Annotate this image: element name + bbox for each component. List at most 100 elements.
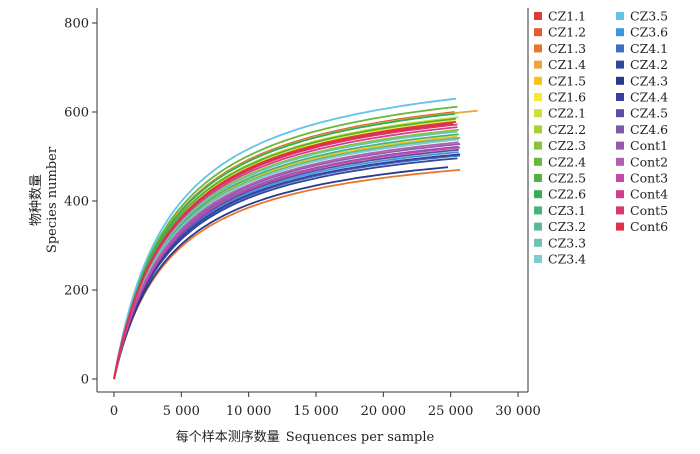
legend-item: CZ1.4 — [534, 57, 586, 72]
legend-swatch — [616, 190, 624, 199]
series-line-cz4-2 — [113, 157, 458, 380]
legend-swatch — [534, 60, 542, 69]
legend-swatch — [534, 141, 542, 150]
legend-item: CZ1.6 — [534, 90, 586, 105]
legend-swatch — [534, 12, 542, 20]
legend-item: CZ1.5 — [534, 73, 586, 88]
legend-label: CZ1.2 — [548, 25, 586, 40]
y-axis-title: 物种数量 Species number — [29, 146, 60, 253]
legend-label: Cont4 — [630, 187, 668, 202]
legend-item: CZ4.2 — [616, 57, 668, 72]
legend-swatch — [534, 76, 542, 85]
series-line-cz3-2 — [113, 136, 461, 380]
legend-item: CZ3.3 — [534, 235, 586, 250]
legend-swatch — [534, 28, 542, 37]
legend-swatch — [616, 174, 624, 182]
ticks-layer: 0 5 000 10 000 15 000 20 000 25 000 30 000 0 200… — [64, 17, 541, 420]
legend-label: CZ3.4 — [548, 252, 586, 267]
legend-label: CZ3.2 — [548, 219, 586, 234]
y-tick-label: 400 — [64, 195, 89, 210]
x-tick-label: 25 000 — [428, 404, 474, 419]
legend-item: CZ4.6 — [616, 122, 668, 137]
legend-label: CZ3.6 — [630, 25, 668, 40]
legend-item: CZ1.3 — [534, 41, 586, 56]
legend-swatch — [534, 255, 542, 263]
legend-item: Cont2 — [616, 154, 668, 169]
legend-swatch — [616, 28, 624, 37]
legend-label: CZ1.1 — [548, 9, 586, 24]
legend-label: CZ4.5 — [630, 106, 668, 121]
legend-label: CZ3.1 — [548, 203, 586, 218]
legend-label: CZ2.5 — [548, 171, 586, 186]
x-axis-title-en: Sequences per sample — [286, 430, 435, 445]
legend-swatch — [616, 222, 624, 231]
legend-label: CZ1.4 — [548, 57, 586, 72]
legend-label: CZ4.6 — [630, 122, 668, 137]
series-line-cz1-3 — [113, 168, 461, 380]
legend-label: CZ1.3 — [548, 41, 586, 56]
legend-swatch — [616, 206, 624, 215]
legend-label: CZ1.6 — [548, 90, 586, 105]
legend-label: CZ4.4 — [630, 90, 668, 105]
y-tick-label: 0 — [81, 373, 89, 388]
legend-swatch — [534, 222, 542, 231]
legend-item: CZ3.6 — [616, 25, 668, 40]
legend-item: CZ4.1 — [616, 41, 668, 56]
legend-swatch — [534, 44, 542, 53]
legend-label: Cont2 — [630, 154, 668, 169]
legend-item: Cont3 — [616, 171, 668, 186]
legend-item: CZ2.5 — [534, 171, 586, 186]
legend-item: CZ2.4 — [534, 154, 586, 169]
legend-item: CZ3.2 — [534, 219, 586, 234]
legend-item: CZ2.2 — [534, 122, 586, 137]
legend-item: Cont6 — [616, 219, 668, 234]
y-axis-title-en: Species number — [45, 146, 60, 253]
legend-label: CZ3.5 — [630, 9, 668, 24]
legend-label: CZ1.5 — [548, 73, 586, 88]
axes-layer — [96, 8, 529, 393]
x-tick-label: 5 000 — [163, 404, 200, 419]
series-line-cz4-4 — [113, 153, 461, 380]
legend-swatch — [534, 206, 542, 215]
legend-swatch — [616, 157, 624, 166]
legend-swatch — [616, 12, 624, 20]
y-tick-label: 600 — [64, 106, 89, 121]
legend-label: CZ3.3 — [548, 235, 586, 250]
series-line-cont6 — [113, 122, 454, 380]
y-tick-label: 800 — [64, 17, 89, 32]
x-axis-title-cn: 每个样本测序数量 — [176, 429, 280, 445]
legend-label: CZ2.3 — [548, 138, 586, 153]
legend-item: CZ4.4 — [616, 90, 668, 105]
legend-label: CZ4.1 — [630, 41, 668, 56]
legend-swatch — [534, 174, 542, 182]
legend-item: CZ4.3 — [616, 73, 668, 88]
legend-item: CZ1.2 — [534, 25, 586, 40]
legend-swatch — [534, 157, 542, 166]
legend-label: CZ2.6 — [548, 187, 586, 202]
legend-label: CZ4.3 — [630, 73, 668, 88]
legend-item: CZ1.1 — [534, 9, 586, 24]
legend-label: CZ2.1 — [548, 106, 586, 121]
legend-swatch — [616, 141, 624, 150]
legend-swatch — [534, 93, 542, 101]
legend-item: CZ2.3 — [534, 138, 586, 153]
y-axis-title-cn: 物种数量 — [29, 174, 44, 226]
legend-swatch — [534, 125, 542, 134]
x-tick-label: 20 000 — [361, 404, 407, 419]
legend-item: Cont4 — [616, 187, 668, 202]
curves-layer — [113, 97, 478, 380]
series-line-cz4-3 — [113, 166, 449, 380]
x-tick-label: 15 000 — [293, 404, 339, 419]
legend-item: CZ3.4 — [534, 252, 586, 267]
y-tick-label: 200 — [64, 284, 89, 299]
legend-swatch — [616, 109, 624, 118]
legend-swatch — [616, 93, 624, 101]
legend-swatch — [616, 125, 624, 134]
x-tick-label: 10 000 — [226, 404, 272, 419]
legend-item: Cont5 — [616, 203, 668, 218]
legend-label: Cont1 — [630, 138, 668, 153]
legend-label: CZ2.4 — [548, 154, 586, 169]
